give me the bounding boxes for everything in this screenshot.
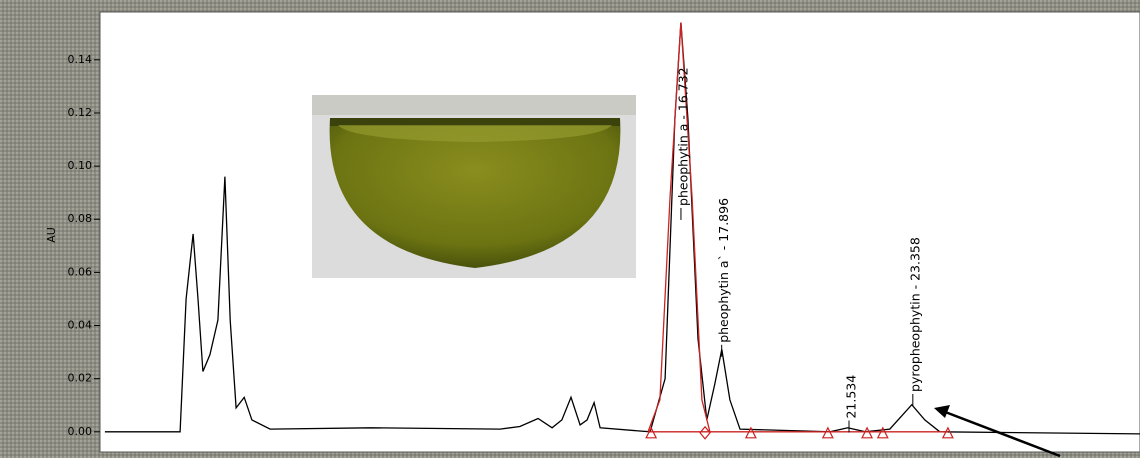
y-tick-label: 0.10: [68, 159, 93, 172]
y-tick-label: 0.04: [68, 319, 93, 332]
y-tick-label: 0.12: [68, 106, 93, 119]
peak-label: pheophytin a - 16.732: [675, 67, 690, 206]
screenshot: AU 0.00 0.02 0.04 0.06 0.08 0.10 0.12 0.14 pheop…: [0, 0, 1140, 458]
y-axis-label: AU: [45, 227, 58, 243]
page: {"chart_data": { "type": "line", "ylabel…: [0, 0, 1140, 458]
peak-label: pyropheophytin - 23.358: [907, 237, 922, 392]
peak-label: pheophytin a` - 17.896: [716, 198, 731, 343]
y-tick-label: 0.08: [68, 212, 93, 225]
y-tick-label: 0.14: [68, 53, 93, 66]
y-tick-label: 0.06: [68, 265, 93, 278]
y-tick-label: 0.00: [68, 425, 93, 438]
photo-inset: [312, 95, 636, 278]
peak-label: 21.534: [843, 375, 858, 419]
y-tick-label: 0.02: [68, 372, 93, 385]
